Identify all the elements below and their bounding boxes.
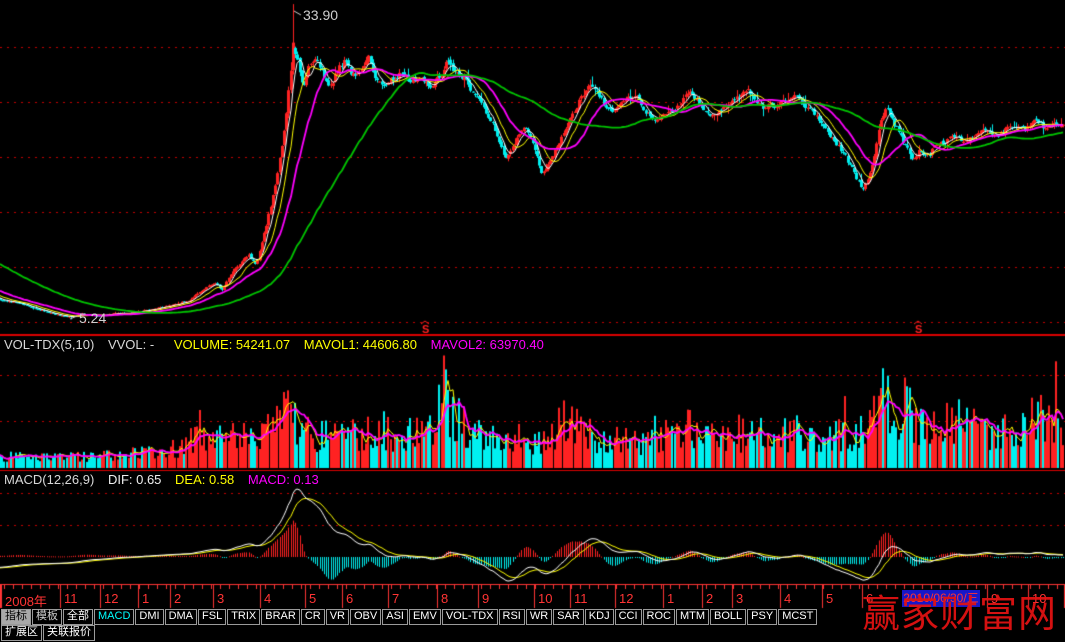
- tab-emv[interactable]: EMV: [408, 609, 441, 625]
- price-low-label: 5.24: [79, 310, 107, 326]
- tab-roc[interactable]: ROC: [642, 609, 675, 625]
- tab-模板[interactable]: 模板: [32, 609, 62, 625]
- axis-month-label: 10: [1032, 591, 1047, 606]
- axis-month-label: 8: [441, 591, 449, 606]
- mavol2-value: MAVOL2: 63970.40: [430, 337, 544, 352]
- tab-sar[interactable]: SAR: [553, 609, 584, 625]
- tab-全部[interactable]: 全部: [63, 609, 93, 625]
- axis-month-label: 3: [736, 591, 744, 606]
- axis-month-label: 10: [538, 591, 553, 606]
- site-watermark: 赢家财富网: [862, 592, 1058, 636]
- axis-month-label: 5: [826, 591, 834, 606]
- axis-month-label: 3: [217, 591, 225, 606]
- volume-value: VOLUME: 54241.07: [173, 337, 291, 352]
- axis-month-label: 6: [346, 591, 354, 606]
- tab-boll[interactable]: BOLL: [710, 609, 747, 625]
- tab-wr[interactable]: WR: [525, 609, 553, 625]
- indicator-tabs-row: 指标 模板 全部 MACD DMI DMA FSL TRIX BRAR CR VR OBV ASI EMV…: [1, 609, 1065, 625]
- axis-month-label: 2: [174, 591, 182, 606]
- vvol-value: VVOL: -: [107, 337, 155, 352]
- tab-kdj[interactable]: KDJ: [584, 609, 614, 625]
- axis-month-label: 6: [866, 591, 874, 606]
- tab-dmi[interactable]: DMI: [135, 609, 164, 625]
- tab-obv[interactable]: OBV: [350, 609, 382, 625]
- axis-month-label: 1: [667, 591, 675, 606]
- tab-cci[interactable]: CCI: [614, 609, 642, 625]
- dea-value: DEA: 0.58: [175, 472, 235, 487]
- axis-month-label: 5: [309, 591, 317, 606]
- axis-month-label: 12: [619, 591, 634, 606]
- axis-month-label: 11: [574, 591, 588, 606]
- mavol1-value: MAVOL1: 44606.80: [303, 337, 418, 352]
- extension-tabs-row: 扩展区 关联报价: [1, 625, 1065, 641]
- tab-rsi[interactable]: RSI: [498, 609, 525, 625]
- tab-fsl[interactable]: FSL: [198, 609, 227, 625]
- axis-month-label: 4: [784, 591, 792, 606]
- tab-cr[interactable]: CR: [300, 609, 325, 625]
- axis-month-label: 9: [482, 591, 490, 606]
- tab-asi[interactable]: ASI: [382, 609, 408, 625]
- axis-month-label: 2: [706, 591, 714, 606]
- tab-trix[interactable]: TRIX: [227, 609, 261, 625]
- tab-mcst[interactable]: MCST: [778, 609, 818, 625]
- tab-psy[interactable]: PSY: [747, 609, 778, 625]
- axis-month-label: 9: [991, 591, 999, 606]
- axis-month-label: 2008年: [5, 594, 47, 609]
- tab-指标[interactable]: 指标: [1, 609, 31, 625]
- tab-关联报价[interactable]: 关联报价: [43, 625, 95, 641]
- tab-macd[interactable]: MACD: [94, 609, 135, 625]
- axis-month-label: 11: [64, 591, 78, 606]
- axis-month-label: 12: [104, 591, 119, 606]
- cursor-date-badge: 2010/06/30/三: [902, 590, 980, 607]
- axis-month-label: 1: [142, 591, 150, 606]
- volume-indicator-header: VOL-TDX(5,10) VVOL: - VOLUME: 54241.07 M…: [4, 337, 554, 352]
- macd-indicator-header: MACD(12,26,9) DIF: 0.65 DEA: 0.58 MACD: …: [4, 472, 329, 487]
- tab-vr[interactable]: VR: [325, 609, 349, 625]
- tab-扩展区[interactable]: 扩展区: [1, 625, 42, 641]
- tab-dma[interactable]: DMA: [164, 609, 198, 625]
- time-axis: 2008年 11 12 1 2 3 4 5 6 7 8 9 10 11 12 1 2 3 4 5 6 9 10 2010/0…: [0, 590, 1065, 609]
- macd-value: MACD: 0.13: [247, 472, 319, 487]
- indicator-tab-bar: 指标 模板 全部 MACD DMI DMA FSL TRIX BRAR CR VR OBV ASI EMV…: [1, 609, 1065, 641]
- volume-indicator-name: VOL-TDX(5,10): [4, 337, 95, 352]
- macd-indicator-name: MACD(12,26,9): [4, 472, 95, 487]
- dif-value: DIF: 0.65: [107, 472, 162, 487]
- price-high-label: 33.90: [303, 7, 339, 23]
- axis-month-label: 7: [392, 591, 400, 606]
- tab-brar[interactable]: BRAR: [261, 609, 300, 625]
- tab-vol-tdx[interactable]: VOL-TDX: [441, 609, 498, 625]
- axis-month-label: 4: [264, 591, 272, 606]
- tab-mtm[interactable]: MTM: [675, 609, 710, 625]
